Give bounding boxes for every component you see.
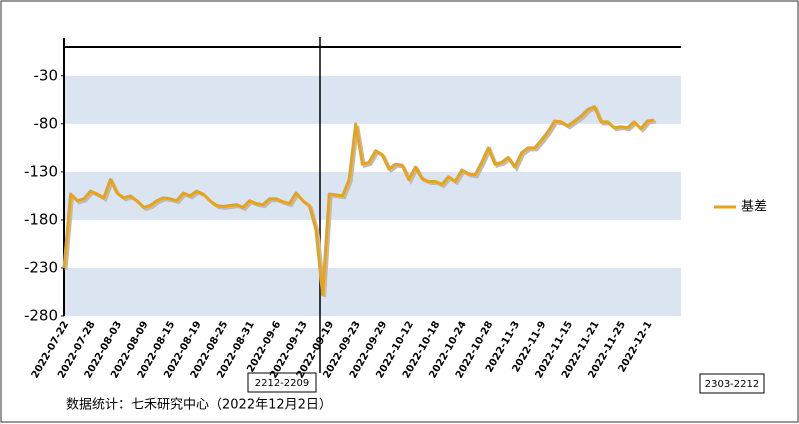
grid-band: [64, 267, 681, 316]
y-tick-label: -130: [24, 162, 58, 180]
annotation-box: [247, 372, 317, 393]
source: 数据统计：七禾研究中心（2022年12月2日）: [66, 398, 332, 413]
grid: [61, 37, 681, 373]
y-tick-label: -230: [24, 258, 58, 276]
annotation: 2303-2212: [705, 379, 760, 390]
y-tick-label: -30: [34, 66, 59, 84]
line-shadow: [64, 106, 657, 298]
annotation: 2212-2209: [255, 378, 310, 389]
y-tick-label: -80: [34, 114, 59, 132]
legend-label: 基差: [741, 200, 767, 215]
line: [62, 105, 655, 297]
y-tick-label: -180: [24, 210, 58, 228]
plot: [62, 105, 657, 298]
annotation-box: [699, 373, 765, 394]
y-tick-label: -280: [24, 307, 58, 325]
grid-band: [64, 171, 681, 220]
grid-band: [64, 75, 681, 124]
